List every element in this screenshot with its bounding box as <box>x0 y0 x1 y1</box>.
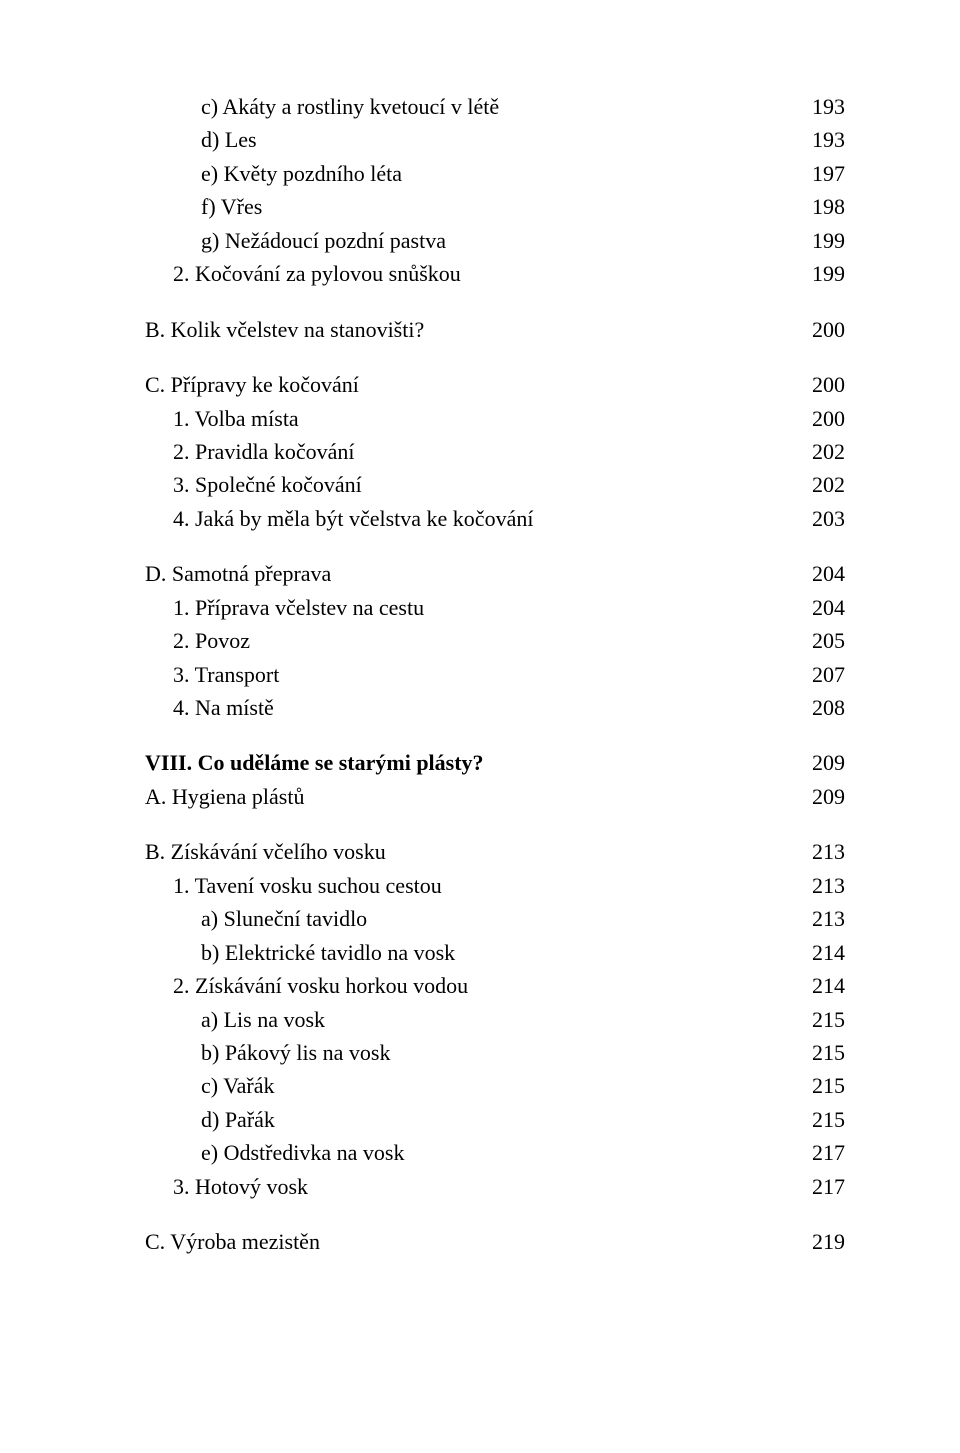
toc-entry-page: 215 <box>785 1036 845 1069</box>
table-of-contents: c) Akáty a rostliny kvetoucí v létě193d)… <box>145 90 845 1259</box>
toc-entry-page: 200 <box>785 313 845 346</box>
toc-entry: 1. Tavení vosku suchou cestou213 <box>145 869 845 902</box>
toc-entry-text: A. Hygiena plástů <box>145 780 785 813</box>
toc-entry: c) Akáty a rostliny kvetoucí v létě193 <box>145 90 845 123</box>
toc-entry-text: c) Vařák <box>201 1069 785 1102</box>
toc-entry-page: 200 <box>785 368 845 401</box>
toc-entry-text: g) Nežádoucí pozdní pastva <box>201 224 785 257</box>
toc-entry: a) Lis na vosk215 <box>145 1003 845 1036</box>
toc-entry-text: C. Přípravy ke kočování <box>145 368 785 401</box>
toc-entry: b) Pákový lis na vosk215 <box>145 1036 845 1069</box>
toc-entry-text: 2. Pravidla kočování <box>173 435 785 468</box>
toc-entry-page: 217 <box>785 1170 845 1203</box>
toc-entry-page: 193 <box>785 123 845 156</box>
toc-entry: 3. Hotový vosk217 <box>145 1170 845 1203</box>
toc-entry: 1. Příprava včelstev na cestu204 <box>145 591 845 624</box>
toc-entry-text: 1. Volba místa <box>173 402 785 435</box>
toc-entry-page: 213 <box>785 869 845 902</box>
toc-entry-page: 208 <box>785 691 845 724</box>
toc-entry: B. Kolik včelstev na stanovišti?200 <box>145 313 845 346</box>
toc-entry-text: 3. Hotový vosk <box>173 1170 785 1203</box>
toc-entry-page: 199 <box>785 224 845 257</box>
toc-entry-text: C. Výroba mezistěn <box>145 1225 785 1258</box>
toc-entry-text: e) Odstředivka na vosk <box>201 1136 785 1169</box>
toc-entry: B. Získávání včelího vosku213 <box>145 835 845 868</box>
toc-entry-page: 204 <box>785 591 845 624</box>
toc-entry-page: 214 <box>785 936 845 969</box>
toc-entry: a) Sluneční tavidlo213 <box>145 902 845 935</box>
toc-entry-page: 200 <box>785 402 845 435</box>
toc-entry: 4. Na místě208 <box>145 691 845 724</box>
toc-entry: A. Hygiena plástů209 <box>145 780 845 813</box>
toc-entry-page: 215 <box>785 1069 845 1102</box>
toc-entry-text: B. Kolik včelstev na stanovišti? <box>145 313 785 346</box>
toc-entry-page: 215 <box>785 1103 845 1136</box>
toc-entry: 3. Společné kočování202 <box>145 468 845 501</box>
toc-entry-text: e) Květy pozdního léta <box>201 157 785 190</box>
toc-entry: b) Elektrické tavidlo na vosk214 <box>145 936 845 969</box>
toc-entry-text: 2. Získávání vosku horkou vodou <box>173 969 785 1002</box>
toc-entry: 3. Transport207 <box>145 658 845 691</box>
toc-entry-page: 202 <box>785 435 845 468</box>
toc-entry: f) Vřes198 <box>145 190 845 223</box>
toc-entry-text: 1. Tavení vosku suchou cestou <box>173 869 785 902</box>
toc-entry: 2. Získávání vosku horkou vodou214 <box>145 969 845 1002</box>
toc-entry-text: 2. Kočování za pylovou snůškou <box>173 257 785 290</box>
toc-entry-page: 202 <box>785 468 845 501</box>
toc-entry-text: b) Elektrické tavidlo na vosk <box>201 936 785 969</box>
toc-entry-page: 197 <box>785 157 845 190</box>
toc-entry-text: b) Pákový lis na vosk <box>201 1036 785 1069</box>
toc-entry-page: 219 <box>785 1225 845 1258</box>
toc-entry-text: D. Samotná přeprava <box>145 557 785 590</box>
toc-entry-page: 199 <box>785 257 845 290</box>
toc-entry-text: 4. Jaká by měla být včelstva ke kočování <box>173 502 785 535</box>
toc-entry: 1. Volba místa200 <box>145 402 845 435</box>
toc-entry-text: d) Les <box>201 123 785 156</box>
toc-entry-page: 217 <box>785 1136 845 1169</box>
toc-entry: d) Les193 <box>145 123 845 156</box>
toc-entry-page: 205 <box>785 624 845 657</box>
toc-entry-text: a) Sluneční tavidlo <box>201 902 785 935</box>
toc-entry-text: 2. Povoz <box>173 624 785 657</box>
toc-entry: c) Vařák215 <box>145 1069 845 1102</box>
toc-entry-page: 209 <box>785 746 845 779</box>
toc-entry-text: 3. Společné kočování <box>173 468 785 501</box>
toc-entry-page: 204 <box>785 557 845 590</box>
toc-entry: 2. Pravidla kočování202 <box>145 435 845 468</box>
toc-entry: g) Nežádoucí pozdní pastva199 <box>145 224 845 257</box>
toc-entry-page: 213 <box>785 835 845 868</box>
toc-entry: C. Přípravy ke kočování200 <box>145 368 845 401</box>
toc-entry-text: 4. Na místě <box>173 691 785 724</box>
toc-entry-text: d) Pařák <box>201 1103 785 1136</box>
toc-entry-page: 193 <box>785 90 845 123</box>
toc-entry-text: c) Akáty a rostliny kvetoucí v létě <box>201 90 785 123</box>
toc-entry: C. Výroba mezistěn219 <box>145 1225 845 1258</box>
toc-entry-text: VIII. Co uděláme se starými plásty? <box>145 746 785 779</box>
toc-entry: D. Samotná přeprava204 <box>145 557 845 590</box>
toc-entry-page: 198 <box>785 190 845 223</box>
toc-entry-page: 207 <box>785 658 845 691</box>
toc-entry-page: 213 <box>785 902 845 935</box>
toc-entry-page: 214 <box>785 969 845 1002</box>
toc-entry-text: a) Lis na vosk <box>201 1003 785 1036</box>
toc-entry: 4. Jaká by měla být včelstva ke kočování… <box>145 502 845 535</box>
toc-entry: d) Pařák215 <box>145 1103 845 1136</box>
toc-entry-page: 215 <box>785 1003 845 1036</box>
toc-entry-text: f) Vřes <box>201 190 785 223</box>
toc-entry: e) Odstředivka na vosk217 <box>145 1136 845 1169</box>
toc-entry: 2. Kočování za pylovou snůškou199 <box>145 257 845 290</box>
toc-entry: VIII. Co uděláme se starými plásty?209 <box>145 746 845 779</box>
toc-entry-text: 1. Příprava včelstev na cestu <box>173 591 785 624</box>
toc-entry: 2. Povoz205 <box>145 624 845 657</box>
toc-entry-page: 209 <box>785 780 845 813</box>
toc-entry-text: 3. Transport <box>173 658 785 691</box>
toc-entry-text: B. Získávání včelího vosku <box>145 835 785 868</box>
toc-entry-page: 203 <box>785 502 845 535</box>
toc-entry: e) Květy pozdního léta197 <box>145 157 845 190</box>
